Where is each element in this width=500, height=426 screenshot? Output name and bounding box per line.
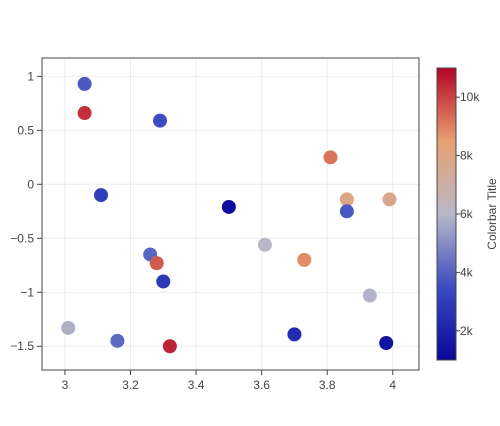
scatter-point [94, 188, 109, 203]
y-tick-label: 0.5 [17, 123, 34, 137]
scatter-point [61, 320, 76, 335]
y-tick-label: −1.5 [10, 339, 34, 353]
scatter-point [257, 237, 272, 252]
scatter-point [77, 76, 92, 91]
y-tick-label: −0.5 [10, 231, 34, 245]
colorbar-ticks: 2k 4k 6k 8k 10k [456, 90, 480, 338]
scatter-point [339, 204, 354, 219]
scatter-point [110, 333, 125, 348]
scatter-point [221, 199, 236, 214]
scatter-point [379, 336, 394, 351]
scatter-point [77, 106, 92, 121]
scatter-point [153, 113, 168, 128]
scatter-point [323, 150, 338, 165]
colorbar-title: Colorbar Title [485, 178, 499, 250]
scatter-point [297, 252, 312, 267]
scatter-point [382, 192, 397, 207]
colorbar-gradient [436, 67, 457, 361]
scatter-point [156, 274, 171, 289]
scatter-point [149, 256, 164, 271]
plot-frame [41, 57, 420, 371]
y-axis: 1 0.5 0 −0.5 −1 −1.5 [10, 69, 42, 353]
x-tick-label: 3.6 [253, 378, 270, 392]
scatter-point [162, 339, 177, 354]
x-tick-label: 3.8 [319, 378, 336, 392]
y-tick-label: 1 [27, 69, 34, 83]
colorbar-tick-label: 2k [460, 324, 474, 338]
grid [42, 58, 419, 370]
scatter-point [339, 192, 354, 207]
x-tick-label: 4 [389, 378, 396, 392]
scatter-point [287, 327, 302, 342]
y-tick-label: 0 [27, 177, 34, 191]
colorbar-tick-label: 4k [460, 265, 474, 279]
data-points [61, 76, 397, 354]
x-tick-label: 3.2 [122, 378, 139, 392]
x-axis: 3 3.2 3.4 3.6 3.8 4 [62, 370, 396, 392]
y-tick-label: −1 [20, 285, 34, 299]
colorbar-tick-label: 6k [460, 207, 474, 221]
x-tick-label: 3 [62, 378, 69, 392]
colorbar-tick-label: 8k [460, 149, 474, 163]
scatter-point [362, 288, 377, 303]
colorbar-tick-label: 10k [460, 90, 480, 104]
colorbar: 2k 4k 6k 8k 10k Colorbar Title [436, 67, 499, 361]
x-tick-label: 3.4 [188, 378, 205, 392]
